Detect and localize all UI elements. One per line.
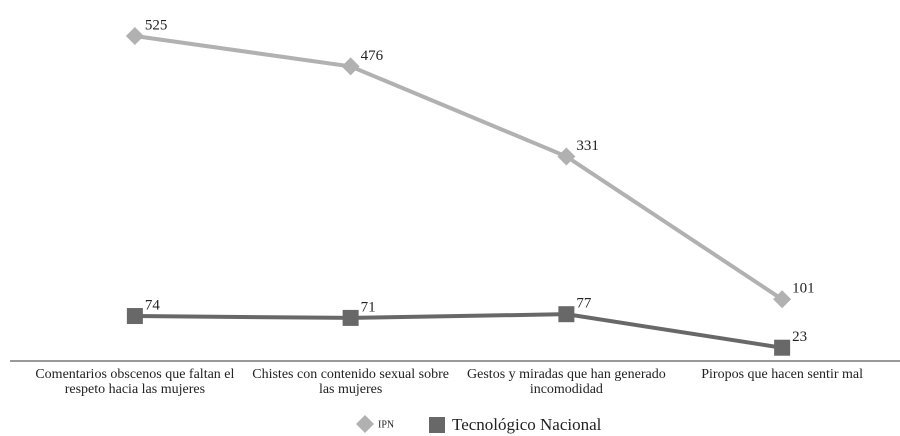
marker: [341, 57, 360, 76]
value-label: 476: [361, 48, 384, 64]
value-label: 525: [145, 17, 168, 33]
marker: [557, 147, 576, 166]
value-label: 331: [576, 138, 599, 154]
marker: [125, 27, 144, 45]
value-label: 23: [792, 329, 807, 345]
marker: [126, 308, 143, 325]
value-label: 101: [792, 281, 815, 297]
x-tick-label: Comentarios obscenos que faltan el respet…: [35, 367, 234, 397]
legend-label: Tecnológico Nacional: [452, 415, 602, 434]
marker: [342, 309, 359, 326]
legend-marker: [429, 417, 445, 433]
marker: [558, 306, 575, 323]
value-label: 74: [145, 297, 161, 313]
x-tick-label: Chistes con contenido sexual sobre las mu…: [252, 367, 449, 397]
marker: [774, 339, 791, 356]
legend-label: IPN: [378, 419, 394, 430]
x-tick-label: Piropos que hacen sentir mal: [701, 367, 863, 382]
marker: [773, 290, 792, 309]
legend-marker: [356, 415, 374, 433]
value-label: 71: [361, 299, 376, 315]
series-line: [134, 312, 783, 350]
series-line: [134, 34, 784, 301]
value-label: 77: [576, 296, 592, 312]
x-tick-label: Gestos y miradas que han generado incomod…: [467, 367, 666, 397]
